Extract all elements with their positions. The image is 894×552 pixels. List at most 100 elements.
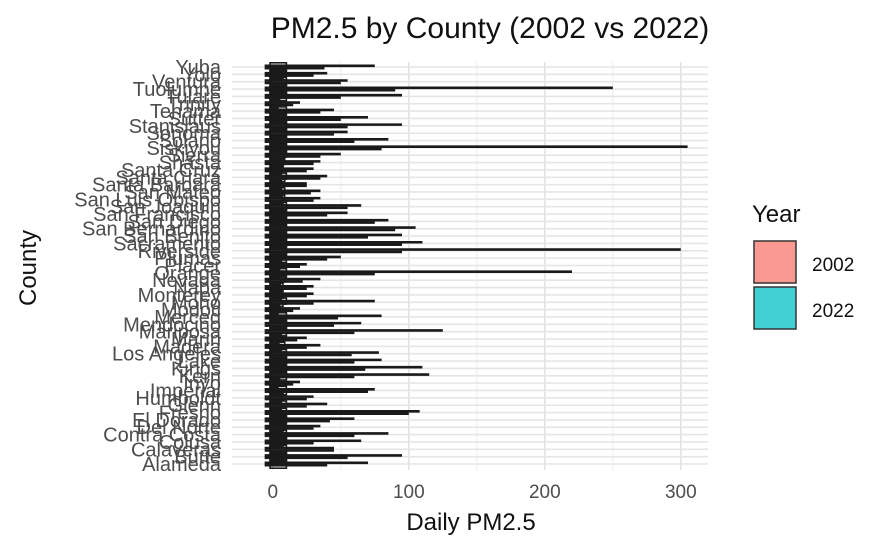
- county-label: Madera: [153, 336, 222, 358]
- box-2022: [269, 292, 283, 300]
- county-label: Yolo: [183, 64, 221, 86]
- county-label: Kings: [171, 358, 221, 380]
- county-label: Tehama: [150, 101, 222, 123]
- county-label: Monterey: [138, 285, 221, 307]
- legend-key-2022: [753, 286, 797, 330]
- county-label: Sierra: [168, 145, 222, 167]
- box-2022: [269, 123, 288, 131]
- county-label: Solano: [159, 131, 221, 153]
- county-label: Orange: [154, 263, 221, 285]
- box-2022: [269, 380, 279, 389]
- county-label: San Benito: [123, 226, 221, 248]
- box-2022: [269, 211, 288, 220]
- box-2022: [269, 307, 279, 315]
- county-label: San Bernardino: [82, 219, 221, 241]
- box-2022: [269, 314, 288, 322]
- county-label: Shasta: [159, 153, 222, 175]
- county-label: San Joaquin: [110, 197, 221, 219]
- legend: Year 2002 2022: [752, 201, 854, 330]
- county-label: Lake: [178, 351, 221, 373]
- county-label: Sutter: [168, 108, 222, 130]
- box-2022: [269, 270, 288, 278]
- box-2022: [269, 284, 283, 293]
- county-label: Sonoma: [147, 123, 222, 145]
- county-label: Calaveras: [131, 439, 221, 461]
- grid: [232, 62, 708, 470]
- box-2022: [269, 248, 288, 256]
- box-2022: [269, 321, 288, 330]
- county-label: Contra Costa: [103, 425, 222, 447]
- box-2022: [269, 226, 288, 234]
- county-label: Riverside: [138, 241, 221, 263]
- county-label: Inyo: [183, 373, 221, 395]
- county-label: Plumas: [154, 248, 221, 270]
- county-label: Tulare: [165, 86, 221, 108]
- box-2022: [269, 137, 288, 146]
- county-label: Yuba: [175, 57, 221, 79]
- legend-key-2002: [753, 240, 797, 284]
- county-label: Del Norte: [137, 417, 221, 439]
- county-label: Placer: [164, 256, 221, 278]
- county-label: Mono: [171, 292, 221, 314]
- county-label: Colusa: [159, 432, 222, 454]
- county-label: Humboldt: [135, 388, 221, 410]
- box-2022: [269, 277, 282, 286]
- box-2022: [269, 204, 288, 212]
- box-2022: [269, 409, 288, 418]
- box-2022: [269, 240, 288, 249]
- legend-title: Year: [752, 201, 801, 228]
- box-2022: [269, 174, 286, 183]
- box-2022: [269, 145, 288, 153]
- box-2022: [269, 255, 288, 264]
- box-2022: [269, 343, 283, 352]
- x-tick-label: 100: [393, 482, 425, 503]
- county-label: Stanislaus: [129, 116, 221, 138]
- box-2022: [269, 262, 281, 271]
- box-2022: [269, 233, 288, 242]
- box-2022: [269, 454, 288, 462]
- county-label: Sacramento: [113, 233, 221, 255]
- box-2022: [269, 417, 288, 425]
- box-2022: [269, 64, 287, 72]
- box-2022: [269, 159, 284, 168]
- box-2022: [269, 71, 284, 80]
- box-2022: [269, 439, 284, 447]
- county-label: Glenn: [168, 395, 221, 417]
- series-marks: [264, 61, 688, 470]
- box-2022: [269, 431, 288, 440]
- county-label: Tuolumne: [133, 79, 221, 101]
- box-2022: [269, 86, 288, 95]
- box-2022: [269, 218, 288, 227]
- box-2022: [269, 424, 284, 433]
- county-label: Trinity: [167, 94, 221, 116]
- county-label: Santa Cruz: [121, 160, 221, 182]
- county-label: Modoc: [161, 300, 221, 322]
- county-label: Alameda: [142, 454, 222, 476]
- box-2022: [269, 182, 283, 190]
- county-label: Kern: [179, 366, 221, 388]
- x-tick-label: 0: [268, 482, 279, 503]
- county-label: San Francisco: [93, 204, 221, 226]
- box-2022: [269, 152, 286, 161]
- county-label: Ventura: [152, 72, 222, 94]
- box-2022: [269, 336, 280, 345]
- box-2022: [269, 402, 283, 411]
- county-label: Santa Clara: [115, 167, 221, 189]
- legend-label-2022: 2022: [812, 301, 854, 322]
- box-2022: [269, 299, 284, 308]
- county-label: Butte: [174, 447, 221, 469]
- box-2022: [269, 189, 284, 197]
- box-2022: [269, 387, 288, 396]
- county-label: San Luis Obispo: [74, 189, 221, 211]
- y-axis-title: County: [15, 230, 42, 306]
- box-2022: [269, 167, 283, 175]
- box-2022: [269, 196, 284, 205]
- x-axis-title: Daily PM2.5: [406, 509, 535, 536]
- box-2022: [269, 351, 288, 359]
- box-2022: [269, 395, 283, 403]
- county-label: Merced: [154, 307, 221, 329]
- x-axis-ticks: 0 100 200 300: [268, 482, 697, 503]
- box-2022: [269, 373, 288, 381]
